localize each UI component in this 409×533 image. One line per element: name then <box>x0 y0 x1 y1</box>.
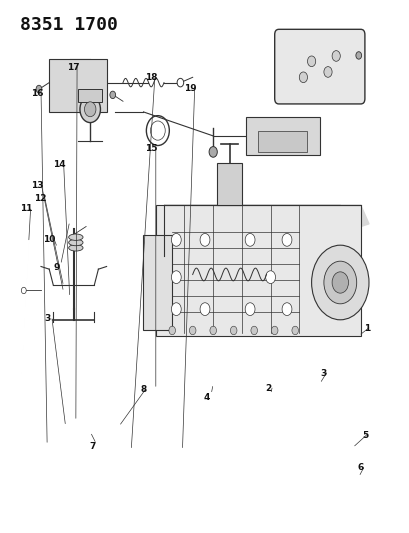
Text: 3: 3 <box>44 314 51 323</box>
Circle shape <box>281 233 291 246</box>
Ellipse shape <box>69 245 83 251</box>
Circle shape <box>307 56 315 67</box>
Text: 12: 12 <box>34 194 46 203</box>
Text: 3: 3 <box>320 369 326 377</box>
Ellipse shape <box>69 234 83 240</box>
FancyBboxPatch shape <box>143 235 172 330</box>
Text: 8: 8 <box>140 385 146 393</box>
Circle shape <box>323 261 356 304</box>
Text: 7: 7 <box>89 442 95 451</box>
Circle shape <box>21 287 26 294</box>
Text: 16: 16 <box>31 89 43 98</box>
Circle shape <box>230 326 236 335</box>
Text: 11: 11 <box>20 205 33 213</box>
Circle shape <box>299 72 307 83</box>
Circle shape <box>200 233 209 246</box>
Circle shape <box>311 245 368 320</box>
Circle shape <box>200 303 209 316</box>
Text: 18: 18 <box>144 74 157 82</box>
Circle shape <box>84 102 96 117</box>
Circle shape <box>171 271 181 284</box>
Circle shape <box>271 326 277 335</box>
Text: 9: 9 <box>53 263 60 272</box>
Circle shape <box>80 96 100 123</box>
FancyBboxPatch shape <box>49 59 106 112</box>
Circle shape <box>209 326 216 335</box>
Circle shape <box>281 303 291 316</box>
FancyBboxPatch shape <box>155 205 360 336</box>
Text: 5: 5 <box>361 431 367 440</box>
Text: 17: 17 <box>67 63 79 71</box>
Circle shape <box>177 78 183 87</box>
Circle shape <box>36 85 42 93</box>
Text: 4: 4 <box>203 393 210 401</box>
Circle shape <box>250 326 257 335</box>
Text: 15: 15 <box>145 144 157 152</box>
Text: 14: 14 <box>53 160 65 168</box>
Text: 10: 10 <box>43 236 55 244</box>
Circle shape <box>209 147 217 157</box>
Text: 2: 2 <box>265 384 271 392</box>
Circle shape <box>355 52 361 59</box>
FancyBboxPatch shape <box>245 117 319 155</box>
Circle shape <box>291 326 298 335</box>
Circle shape <box>245 233 254 246</box>
Circle shape <box>110 91 115 99</box>
Circle shape <box>189 326 196 335</box>
Text: 13: 13 <box>31 181 43 190</box>
Circle shape <box>171 233 181 246</box>
Circle shape <box>169 326 175 335</box>
Ellipse shape <box>69 239 83 246</box>
Text: 8351 1700: 8351 1700 <box>20 16 118 34</box>
Text: 1: 1 <box>363 325 369 333</box>
Polygon shape <box>164 205 368 229</box>
FancyBboxPatch shape <box>274 29 364 104</box>
FancyBboxPatch shape <box>258 131 307 152</box>
FancyBboxPatch shape <box>78 89 102 102</box>
Text: 6: 6 <box>357 464 363 472</box>
Circle shape <box>331 51 339 61</box>
Circle shape <box>245 303 254 316</box>
FancyBboxPatch shape <box>217 163 241 205</box>
Circle shape <box>331 272 348 293</box>
Circle shape <box>323 67 331 77</box>
Circle shape <box>265 271 275 284</box>
Circle shape <box>171 303 181 316</box>
Text: 19: 19 <box>184 84 196 93</box>
